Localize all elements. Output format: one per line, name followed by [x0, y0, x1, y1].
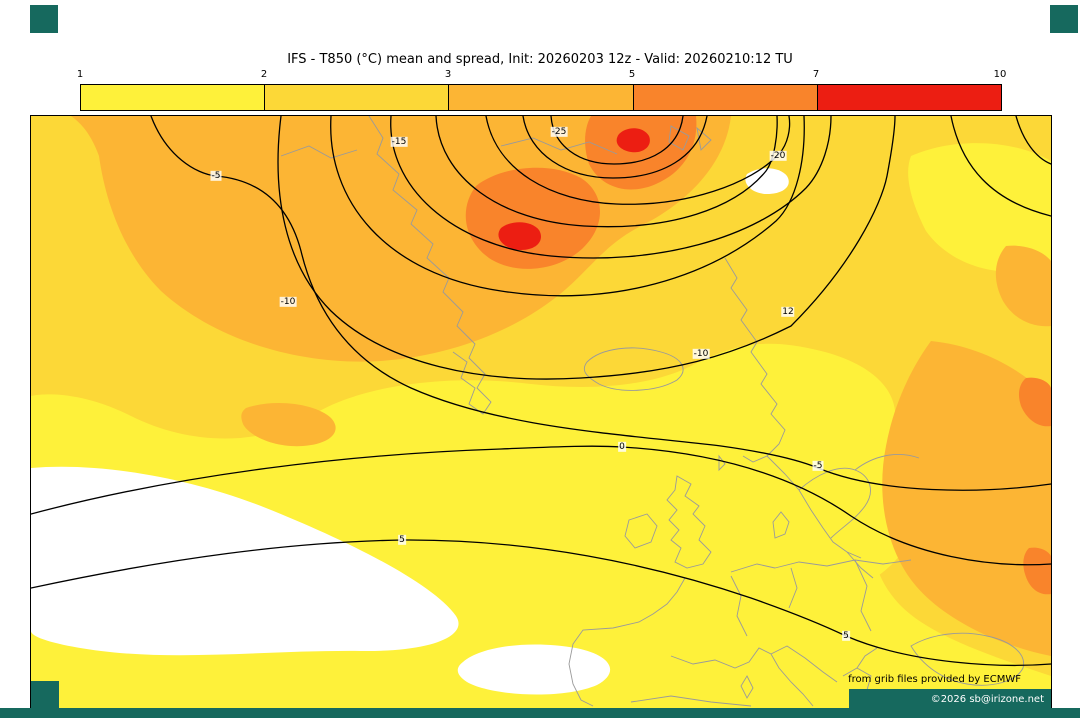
- coastline: [730, 559, 912, 573]
- spread-region-light: [611, 408, 917, 611]
- coastline: [670, 645, 838, 707]
- contour-line-minus15: [390, 116, 832, 259]
- contour-line: [330, 116, 805, 297]
- country-border: [730, 575, 748, 637]
- colorbar-tick-label: 2: [260, 69, 268, 80]
- colorbar-segment: [449, 85, 634, 110]
- spread-region-orange: [995, 245, 1051, 327]
- spread-region-red: [616, 128, 650, 153]
- coastline: [630, 695, 752, 707]
- spread-region-white: [745, 168, 789, 194]
- colorbar-segment: [633, 85, 818, 110]
- colorbar-tick-label: 5: [628, 69, 636, 80]
- coastline: [724, 257, 786, 463]
- coastline: [624, 513, 658, 549]
- coastline: [766, 455, 862, 559]
- spread-region-red: [498, 222, 541, 250]
- spread-region-light: [908, 143, 1051, 272]
- contour-line: [522, 116, 708, 179]
- corner-decoration: [1050, 5, 1078, 33]
- coastline: [910, 632, 1025, 686]
- coastline: [500, 137, 618, 155]
- contour-line-minus10: [277, 116, 896, 380]
- colorbar-segment: [81, 85, 266, 110]
- country-border: [788, 567, 798, 609]
- colorbar-segment: [265, 85, 450, 110]
- coastline: [740, 675, 754, 699]
- contour-line-zero: [31, 445, 1051, 566]
- colorbar: [80, 84, 1002, 111]
- coastline: [666, 475, 712, 569]
- country-border: [854, 559, 872, 632]
- map-canvas: [31, 116, 1051, 709]
- corner-decoration: [31, 681, 59, 709]
- coastline: [368, 116, 492, 415]
- chart-title: IFS - T850 (°C) mean and spread, Init: 2…: [287, 52, 793, 67]
- contour-line-minus20: [485, 116, 791, 205]
- contour-line: [435, 116, 778, 228]
- copyright-banner: ©2026 sb@irizone.net: [849, 689, 1051, 709]
- coastline: [668, 125, 690, 151]
- spread-region-dark-orange: [1023, 547, 1051, 595]
- spread-region-white: [31, 466, 459, 656]
- spread-region-white: [457, 644, 611, 695]
- contour-line-minus25: [550, 116, 684, 165]
- colorbar-tick-label: 1: [76, 69, 84, 80]
- contour-layer: [31, 116, 1051, 666]
- contour-line: [950, 116, 1051, 217]
- colorbar-tick-label: 3: [444, 69, 452, 80]
- spread-region-orange: [882, 341, 1051, 656]
- coastline: [280, 145, 358, 159]
- contour-line: [1015, 116, 1051, 165]
- weather-map: -5 -15 -25 -20 -10 -10 12 0 -5 5 5 from grib files…: [30, 115, 1052, 710]
- copyright-text: ©2026 sb@irizone.net: [930, 693, 1044, 705]
- spread-region-orange: [241, 403, 336, 447]
- colorbar-segment: [817, 85, 1002, 110]
- spread-region-dark-orange: [1018, 377, 1051, 427]
- coastline-layer: [280, 116, 1025, 707]
- coastline: [718, 454, 726, 472]
- coastline: [568, 577, 686, 707]
- contour-line-minus5: [150, 116, 1051, 491]
- coastline: [854, 453, 920, 471]
- country-border: [846, 551, 874, 579]
- colorbar-ticks: 1 2 3 5 7 10: [76, 69, 1007, 82]
- contour-line-plus5: [31, 539, 1051, 666]
- data-source-credit: from grib files provided by ECMWF: [848, 674, 1021, 685]
- coastline: [583, 347, 684, 391]
- bottom-bar: [0, 708, 1080, 718]
- colorbar-tick-label: 7: [812, 69, 820, 80]
- coastline: [772, 511, 790, 539]
- corner-decoration: [30, 5, 58, 33]
- colorbar-tick-label: 10: [993, 69, 1007, 80]
- spread-region-dark-orange: [585, 116, 697, 190]
